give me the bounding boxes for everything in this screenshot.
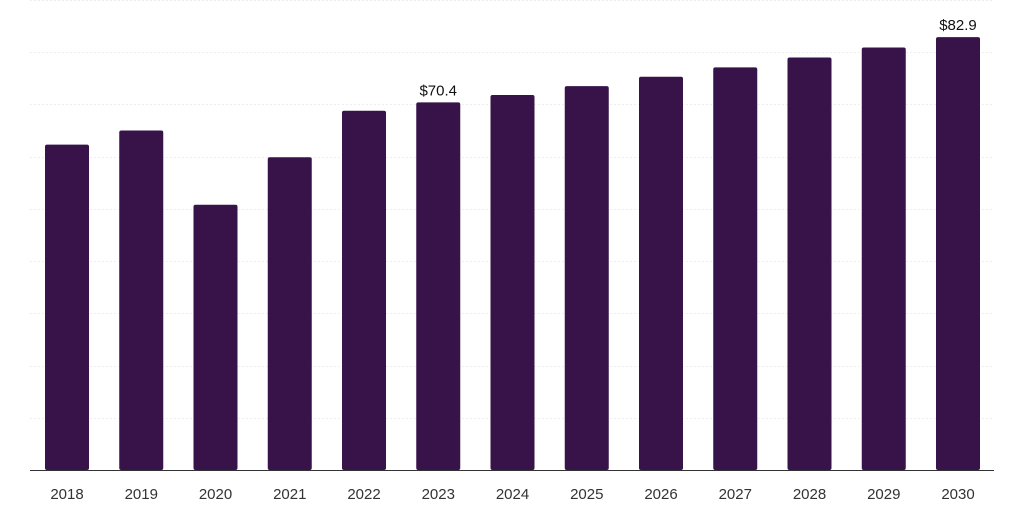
bar-2029 — [861, 47, 906, 471]
bar-2022 — [342, 110, 386, 471]
data-label-2030: $82.9 — [939, 17, 977, 34]
x-tick-label-2025: 2025 — [570, 486, 603, 503]
x-tick-label-2030: 2030 — [941, 486, 974, 503]
x-tick-label-2020: 2020 — [199, 486, 232, 503]
bar-2023 — [416, 102, 461, 471]
bar-2024 — [490, 95, 535, 470]
x-tick-label-2018: 2018 — [50, 486, 83, 503]
bar-2026 — [639, 76, 683, 471]
x-tick-label-2021: 2021 — [273, 486, 306, 503]
bar-2030 — [936, 37, 980, 470]
x-tick-label-2019: 2019 — [125, 486, 158, 503]
x-tick-label-2024: 2024 — [496, 486, 529, 503]
x-tick-label-2027: 2027 — [719, 486, 752, 503]
bar-2018 — [45, 144, 89, 470]
bar-2021 — [267, 157, 312, 470]
x-tick-label-2022: 2022 — [347, 486, 380, 503]
bar-2019 — [119, 130, 164, 470]
x-tick-label-2028: 2028 — [793, 486, 826, 503]
x-axis-labels: 2018 2019 2020 2021 2022 2023 2024 2025 2026 2027… — [50, 486, 974, 503]
x-tick-label-2023: 2023 — [422, 486, 455, 503]
bar-2028 — [787, 57, 832, 470]
data-label-2023: $70.4 — [419, 82, 457, 99]
bar-2020 — [193, 204, 238, 470]
x-tick-label-2026: 2026 — [644, 486, 677, 503]
bar-2027 — [713, 67, 758, 471]
x-tick-label-2029: 2029 — [867, 486, 900, 503]
bars — [45, 37, 980, 471]
bar-2025 — [564, 86, 609, 471]
data-labels: $70.4 $82.9 — [419, 17, 976, 99]
